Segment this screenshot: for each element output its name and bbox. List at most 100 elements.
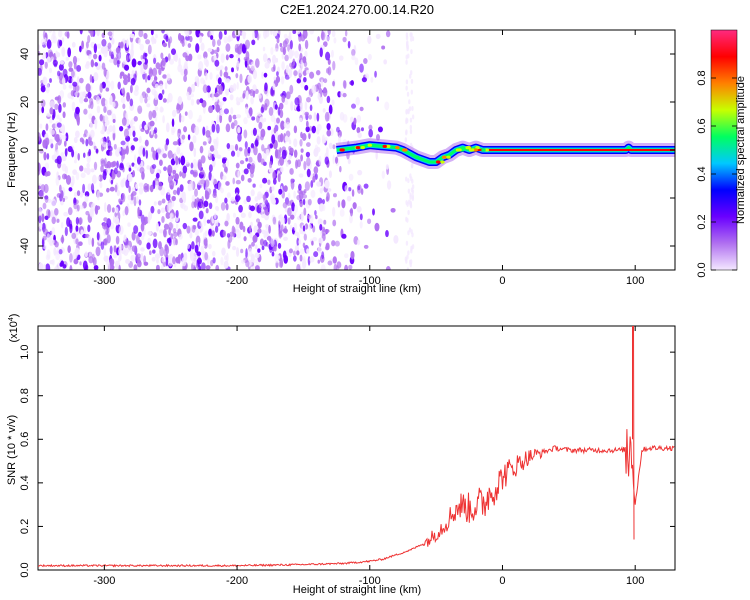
heatmap-cell <box>176 146 181 155</box>
heatmap-cell <box>225 43 231 52</box>
heatmap-cell <box>276 117 280 124</box>
heatmap-cell <box>87 91 92 99</box>
heatmap-cell <box>61 46 66 57</box>
signal-blob <box>484 148 490 152</box>
heatmap-cell <box>289 62 293 68</box>
heatmap-cell <box>213 149 219 159</box>
heatmap-cell <box>313 166 319 174</box>
heatmap-cell <box>61 173 67 180</box>
heatmap-cell <box>298 72 302 80</box>
heatmap-cell <box>298 43 302 52</box>
heatmap-cell <box>186 95 192 101</box>
heatmap-cell <box>215 264 220 270</box>
heatmap-cell <box>199 35 203 44</box>
heatmap-cell <box>293 222 298 232</box>
heatmap-cell <box>319 187 323 194</box>
heatmap-cell <box>236 60 240 68</box>
heatmap-cell <box>90 129 95 138</box>
heatmap-cell <box>311 125 317 134</box>
heatmap-cell <box>119 163 125 171</box>
heatmap-cell <box>61 77 66 86</box>
heatmap-cell <box>312 236 318 242</box>
heatmap-cell <box>144 93 148 98</box>
heatmap-cell <box>55 149 59 156</box>
heatmap-cell <box>306 168 311 178</box>
heatmap-cell <box>317 246 323 254</box>
heatmap-cell <box>194 188 198 197</box>
heatmap-cell <box>38 103 41 109</box>
heatmap-cell <box>237 170 240 178</box>
heatmap-cell <box>250 97 254 105</box>
heatmap-cell <box>298 190 304 201</box>
heatmap-cell <box>405 108 408 114</box>
heatmap-cell <box>274 48 279 53</box>
heatmap-cell <box>150 205 155 214</box>
heatmap-cell <box>351 55 356 61</box>
heatmap-cell <box>263 195 267 204</box>
heatmap-cell <box>133 116 138 122</box>
heatmap-cell <box>239 43 243 50</box>
heatmap-cell <box>91 237 95 247</box>
heatmap-cell <box>321 251 325 260</box>
heatmap-cell <box>288 68 293 79</box>
heatmap-cell <box>69 223 73 234</box>
heatmap-cell <box>214 225 219 233</box>
heatmap-cell <box>299 248 305 255</box>
heatmap-cell <box>309 256 315 263</box>
heatmap-cell <box>288 49 293 60</box>
heatmap-cell <box>298 239 302 245</box>
heatmap-cell <box>235 72 239 79</box>
heatmap-cell <box>381 45 386 50</box>
heatmap-cell <box>254 265 260 270</box>
heatmap-cell <box>230 196 236 202</box>
heatmap-cell <box>243 56 249 62</box>
heatmap-cell <box>203 200 209 208</box>
heatmap-cell <box>96 231 100 241</box>
heatmap-cell <box>313 147 319 157</box>
heatmap-cell <box>281 61 285 71</box>
heatmap-cell <box>276 37 280 44</box>
heatmap-cell <box>167 38 171 49</box>
heatmap-cell <box>296 263 301 270</box>
heatmap-cell <box>278 188 283 195</box>
heatmap-cell <box>287 207 292 217</box>
heatmap-cell <box>121 148 127 155</box>
heatmap-cell <box>332 80 335 87</box>
heatmap-cell <box>331 99 335 106</box>
heatmap-cell <box>351 48 356 57</box>
heatmap-cell <box>407 230 410 236</box>
heatmap-cell <box>39 190 44 200</box>
heatmap-cell <box>255 58 260 68</box>
heatmap-cell <box>118 264 121 270</box>
heatmap-cell <box>309 104 313 112</box>
snr-y-scale-label: (x104) <box>8 314 20 343</box>
heatmap-cell <box>180 155 186 166</box>
heatmap-cell <box>405 129 408 135</box>
heatmap-cell <box>94 62 99 67</box>
heatmap-cell <box>300 79 305 89</box>
colorbar-ticks: 0.0 0.2 0.4 0.6 0.8 <box>696 70 737 278</box>
heatmap-cell <box>235 179 241 185</box>
heatmap-cell <box>82 260 88 270</box>
heatmap-cell <box>253 225 257 234</box>
heatmap-cell <box>42 76 48 86</box>
heatmap-cell <box>288 154 292 160</box>
heatmap-cell <box>114 184 118 193</box>
heatmap-cell <box>363 244 369 249</box>
heatmap-cell <box>71 149 75 158</box>
heatmap-cell <box>129 119 133 128</box>
heatmap-cell <box>132 130 136 138</box>
heatmap-cell <box>139 43 144 51</box>
heatmap-cell <box>88 97 94 106</box>
heatmap-cell <box>225 88 229 96</box>
heatmap-cell <box>330 49 334 58</box>
heatmap-cell <box>137 206 140 217</box>
heatmap-cell <box>111 207 115 213</box>
heatmap-cell <box>224 30 227 35</box>
heatmap-cell <box>123 78 128 86</box>
heatmap-cell <box>101 141 107 148</box>
heatmap-cell <box>167 150 173 159</box>
x-tick-label: -100 <box>359 275 381 287</box>
heatmap-cell <box>44 195 49 204</box>
heatmap-cell <box>171 129 175 136</box>
